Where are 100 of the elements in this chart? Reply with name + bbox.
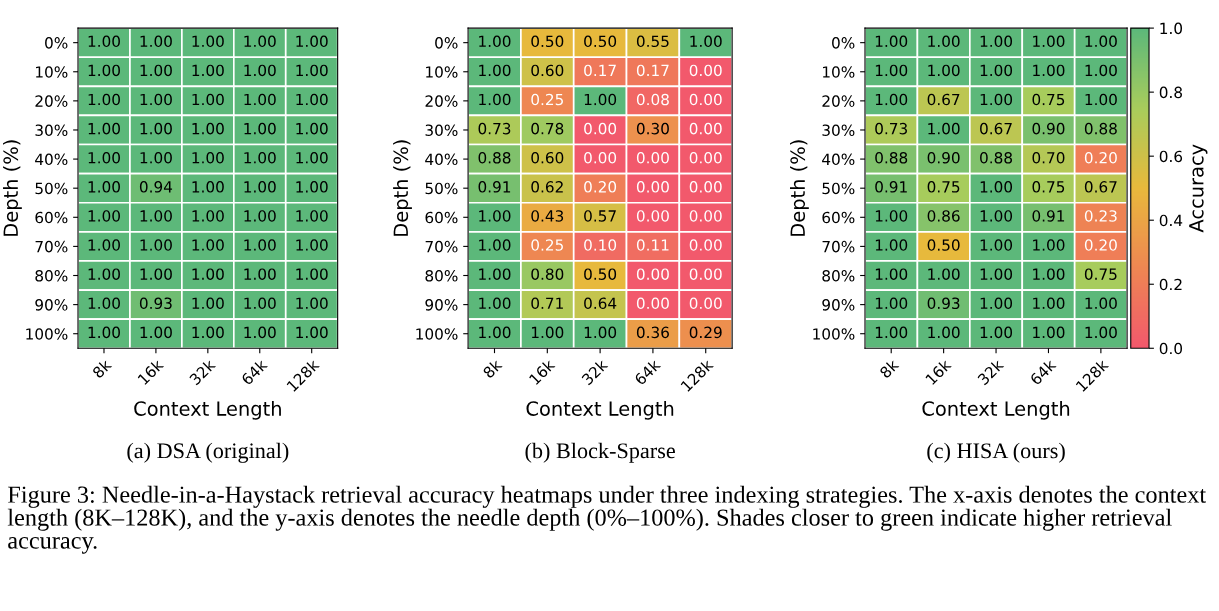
- data-label: 1.00: [875, 35, 908, 48]
- data-label: 1.00: [88, 268, 120, 280]
- y-axis-title: Depth (%): [790, 140, 809, 236]
- x-tick-label: 16k: [137, 358, 165, 386]
- x-tick-label: 64k: [240, 358, 269, 386]
- data-label: 1.00: [88, 151, 120, 164]
- y-tick-label: 60%: [425, 211, 458, 224]
- data-label: 1.00: [1033, 297, 1065, 310]
- data-label: 1.00: [192, 93, 224, 106]
- data-label: 1.00: [980, 210, 1013, 222]
- data-label: 1.00: [192, 268, 224, 280]
- data-label: 0.25: [531, 239, 563, 251]
- data-label: 0.17: [584, 64, 616, 77]
- y-tick-label: 80%: [35, 269, 68, 282]
- data-label: 1.00: [88, 64, 120, 77]
- x-tick-label: 32k: [580, 358, 609, 386]
- x-tick-label: 32k: [188, 358, 217, 386]
- data-label: 1.00: [296, 239, 328, 251]
- data-label: 0.94: [139, 181, 173, 193]
- data-label: 0.57: [584, 210, 616, 222]
- data-label: 0.80: [531, 268, 564, 280]
- data-label: 1.00: [244, 64, 276, 77]
- x-tick-label: 64k: [1029, 358, 1057, 386]
- data-label: 1.00: [479, 93, 511, 106]
- data-label: 1.00: [1033, 239, 1065, 251]
- data-label: 1.00: [88, 122, 120, 135]
- data-label: 1.00: [479, 297, 511, 310]
- y-tick-label: 0%: [45, 37, 68, 49]
- data-label: 1.00: [244, 181, 276, 193]
- data-label: 1.00: [928, 64, 960, 77]
- data-label: 1.00: [192, 151, 224, 164]
- y-tick-label: 40%: [425, 153, 458, 166]
- data-label: 0.55: [636, 35, 669, 48]
- color-bar-label: 1.0: [1160, 22, 1183, 35]
- y-tick-label: 50%: [822, 182, 855, 195]
- y-tick-label: 20%: [822, 95, 855, 107]
- data-label: 1.00: [980, 64, 1013, 77]
- data-label: 1.00: [875, 239, 908, 251]
- y-tick-label: 70%: [35, 240, 68, 253]
- data-label: 1.00: [244, 151, 276, 164]
- data-label: 0.00: [584, 122, 617, 135]
- data-label: 1.00: [192, 297, 224, 310]
- data-label: 0.11: [636, 239, 669, 251]
- y-tick-label: 80%: [822, 269, 855, 282]
- data-label: 0.00: [636, 297, 669, 310]
- data-label: 0.08: [636, 93, 669, 106]
- data-label: 0.93: [139, 297, 172, 310]
- data-label: 0.20: [584, 181, 617, 193]
- data-label: 1.00: [296, 93, 328, 106]
- data-label: 0.90: [927, 151, 960, 164]
- data-label: 0.88: [1084, 122, 1117, 135]
- data-label: 1.00: [928, 268, 960, 280]
- data-label: 1.00: [1085, 326, 1117, 339]
- data-label: 1.00: [140, 239, 172, 251]
- color-bar-label: 0.8: [1159, 86, 1182, 99]
- data-label: 1.00: [980, 268, 1013, 280]
- data-label: 1.00: [140, 210, 172, 222]
- data-label: 0.75: [1032, 93, 1065, 106]
- data-label: 1.00: [244, 268, 276, 280]
- y-axis-title: Depth (%): [393, 140, 412, 236]
- data-label: 0.71: [531, 297, 563, 310]
- data-label: 0.88: [478, 151, 511, 164]
- data-label: 0.25: [531, 93, 563, 106]
- data-label: 1.00: [192, 326, 224, 339]
- data-label: 1.00: [479, 239, 511, 251]
- y-tick-label: 60%: [35, 211, 68, 224]
- data-label: 0.60: [531, 64, 564, 77]
- x-tick-label: 64k: [633, 358, 662, 386]
- text: (a) DSA (original): [127, 442, 289, 463]
- data-label: 1.00: [244, 122, 276, 135]
- data-label: 0.00: [689, 151, 722, 164]
- data-label: 1.00: [479, 268, 511, 280]
- text: (c) HISA (ours): [927, 442, 1065, 463]
- data-label: 1.00: [192, 35, 224, 48]
- data-label: 1.00: [88, 239, 120, 251]
- y-tick-label: 30%: [425, 124, 458, 136]
- data-label: 1.00: [192, 210, 224, 222]
- y-tick-label: 10%: [426, 66, 458, 78]
- data-label: 1.00: [88, 210, 120, 222]
- data-label: 1.00: [479, 64, 511, 77]
- y-tick-label: 90%: [35, 299, 68, 311]
- data-label: 0.29: [689, 326, 722, 339]
- y-tick-label: 100%: [26, 328, 68, 340]
- data-label: 1.00: [296, 326, 328, 339]
- y-tick-label: 20%: [35, 95, 68, 107]
- x-tick-label: 16k: [528, 358, 556, 386]
- data-label: 0.00: [689, 64, 722, 77]
- x-tick-label: 32k: [976, 358, 1005, 386]
- data-label: 0.73: [875, 122, 907, 135]
- data-label: 0.00: [636, 151, 669, 164]
- data-label: 1.00: [140, 151, 172, 164]
- y-tick-label: 90%: [425, 299, 458, 311]
- data-label: 1.00: [980, 93, 1013, 106]
- data-label: 0.00: [689, 93, 722, 106]
- data-label: 1.00: [875, 268, 908, 280]
- data-label: 1.00: [192, 181, 224, 193]
- data-label: 1.00: [244, 326, 276, 339]
- x-axis-title: Context Length: [134, 400, 281, 420]
- data-label: 1.00: [88, 326, 120, 339]
- color-bar-label: 0.0: [1159, 342, 1183, 355]
